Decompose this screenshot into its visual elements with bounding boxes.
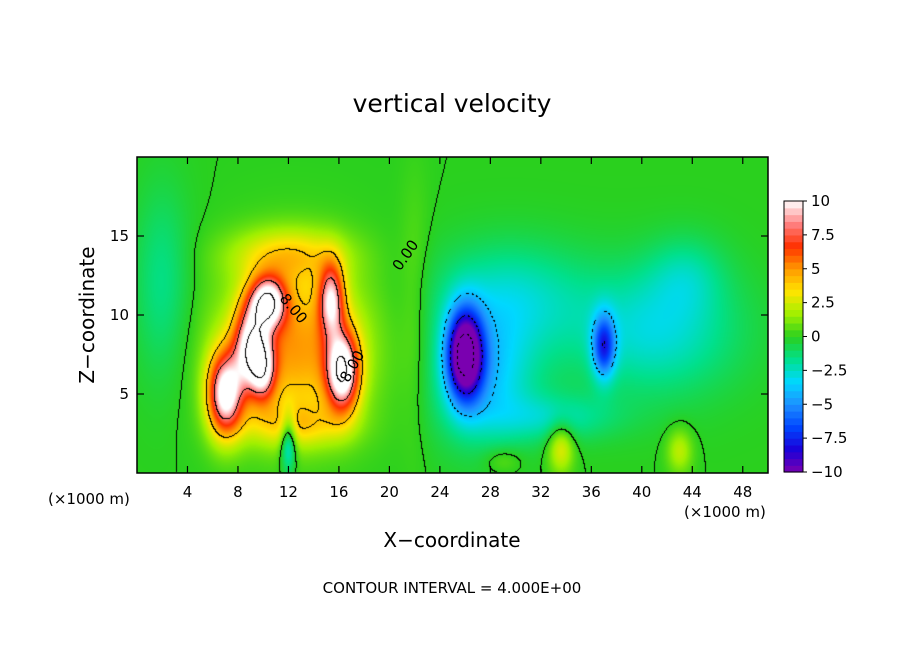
colorbar-tick-label: −5 xyxy=(811,395,833,413)
colorbar-band xyxy=(784,404,803,412)
colorbar-band xyxy=(784,438,803,446)
colorbar-tick-label: 7.5 xyxy=(811,226,835,244)
colorbar: 10 7.5 5 2.5 0 −2.5 −5 −7.5 −10 xyxy=(783,192,847,481)
colorbar-band xyxy=(784,201,803,209)
colorbar-tick-label: 0 xyxy=(811,328,821,346)
chart-title: vertical velocity xyxy=(353,89,552,118)
colorbar-band xyxy=(784,221,803,229)
colorbar-tick-label: 2.5 xyxy=(811,294,835,312)
x-axis-label: X−coordinate xyxy=(383,528,520,552)
colorbar-band xyxy=(784,302,803,310)
colorbar-band xyxy=(784,214,803,222)
vertical-velocity-field xyxy=(137,157,768,473)
x-tick-label: 4 xyxy=(183,483,193,501)
colorbar-band xyxy=(784,275,803,283)
colorbar-band xyxy=(784,241,803,250)
colorbar-band xyxy=(784,363,803,371)
x-tick-label: 48 xyxy=(733,483,752,501)
colorbar-band xyxy=(784,316,803,324)
colorbar-band xyxy=(784,424,803,432)
plot-area: 8.008.000.00 4 8 12 16 20 24 28 32 36 40 44 48 5101… xyxy=(110,156,769,501)
colorbar-band xyxy=(784,417,803,426)
colorbar-band xyxy=(784,261,803,270)
x-tick-label: 20 xyxy=(380,483,399,501)
x-tick-label: 24 xyxy=(430,483,449,501)
x-tick-label: 28 xyxy=(481,483,500,501)
colorbar-bands xyxy=(784,201,803,473)
x-tick-label: 44 xyxy=(683,483,702,501)
contour-interval: CONTOUR INTERVAL = 4.000E+00 xyxy=(323,579,582,597)
colorbar-tick-label: −2.5 xyxy=(811,361,847,379)
colorbar-tick-label: −7.5 xyxy=(811,429,847,447)
colorbar-band xyxy=(784,289,803,297)
colorbar-band xyxy=(784,248,803,256)
x-tick-label: 8 xyxy=(233,483,243,501)
colorbar-band xyxy=(784,411,803,419)
colorbar-tick-label: 10 xyxy=(811,192,830,210)
colorbar-band xyxy=(784,431,803,439)
colorbar-band xyxy=(784,295,803,304)
colorbar-band xyxy=(784,329,803,338)
x-tick-label: 40 xyxy=(632,483,651,501)
y-tick-label: 5 xyxy=(119,385,129,403)
x-unit-right: (×1000 m) xyxy=(684,503,766,521)
colorbar-band xyxy=(784,397,803,405)
y-ticks: 5 10 15 xyxy=(110,227,768,403)
x-tick-label: 12 xyxy=(279,483,298,501)
colorbar-band xyxy=(784,343,803,351)
colorbar-band xyxy=(784,356,803,365)
colorbar-band xyxy=(784,234,803,243)
colorbar-band xyxy=(784,282,803,290)
colorbar-band xyxy=(784,370,803,378)
y-tick-label: 15 xyxy=(110,227,129,245)
x-ticks: 4 8 12 16 20 24 28 32 36 40 44 48 xyxy=(183,157,752,501)
colorbar-band xyxy=(784,207,803,216)
colorbar-tick-label: 5 xyxy=(811,260,821,278)
colorbar-band xyxy=(784,377,803,385)
colorbar-band xyxy=(784,228,803,236)
colorbar-band xyxy=(784,458,803,466)
colorbar-band xyxy=(784,350,803,358)
colorbar-band xyxy=(784,309,803,317)
x-tick-label: 16 xyxy=(329,483,348,501)
y-axis-label: Z−coordinate xyxy=(75,246,99,383)
x-unit-left: (×1000 m) xyxy=(48,490,130,508)
colorbar-ticks: 10 7.5 5 2.5 0 −2.5 −5 −7.5 −10 xyxy=(803,192,847,481)
colorbar-band xyxy=(784,390,803,399)
colorbar-band xyxy=(784,255,803,263)
colorbar-band xyxy=(784,336,803,344)
colorbar-band xyxy=(784,444,803,453)
colorbar-band xyxy=(784,383,803,392)
colorbar-band xyxy=(784,322,803,331)
colorbar-band xyxy=(784,451,803,460)
x-tick-label: 32 xyxy=(531,483,550,501)
colorbar-tick-label: −10 xyxy=(811,463,843,481)
colorbar-band xyxy=(784,268,803,277)
x-tick-label: 36 xyxy=(582,483,601,501)
colorbar-band xyxy=(784,465,803,473)
y-tick-label: 10 xyxy=(110,306,129,324)
